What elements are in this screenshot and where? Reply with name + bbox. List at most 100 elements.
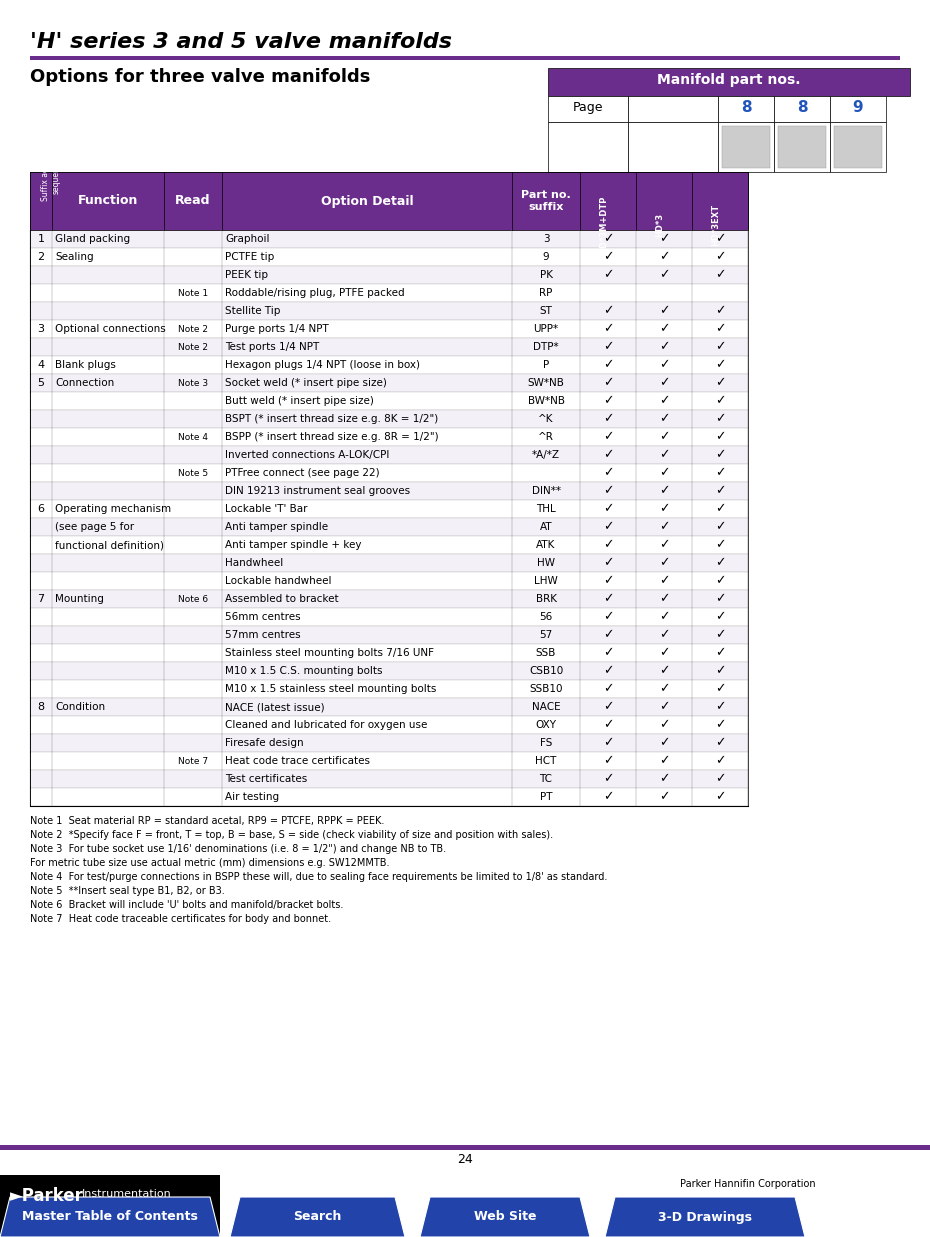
Text: 9: 9 [543,252,550,262]
Bar [548,68,910,96]
Text: ✓: ✓ [603,376,613,390]
Text: ✓: ✓ [603,233,613,245]
Text: ✓: ✓ [715,790,725,804]
Bar [548,96,628,122]
Bar [30,500,748,518]
Text: HCT: HCT [536,756,557,766]
Bar [830,96,886,122]
Text: Roddable/rising plug, PTFE packed: Roddable/rising plug, PTFE packed [225,288,405,298]
Text: Mounting: Mounting [55,594,104,604]
Text: ✓: ✓ [658,772,670,785]
Text: BRK: BRK [536,594,556,604]
Text: ✓: ✓ [715,538,725,552]
Bar [30,302,748,320]
Polygon shape [0,1197,220,1237]
Text: Optional connections: Optional connections [55,324,166,334]
Text: 3: 3 [37,324,45,334]
Text: ✓: ✓ [603,449,613,461]
Bar [778,126,826,168]
Text: ✓: ✓ [658,395,670,407]
Text: ✓: ✓ [715,395,725,407]
Text: ✓: ✓ [715,502,725,516]
Text: ✓: ✓ [603,790,613,804]
Text: Note 2  *Specify face F = front, T = top, B = base, S = side (check viability of: Note 2 *Specify face F = front, T = top,… [30,830,553,840]
Text: Air testing: Air testing [225,792,279,802]
Text: Note 5  **Insert seal type B1, B2, or B3.: Note 5 **Insert seal type B1, B2, or B3. [30,886,225,896]
Bar [30,554,748,571]
Bar [30,698,748,716]
Text: suffix: suffix [528,202,564,212]
Bar [30,409,748,428]
Text: Graphoil: Graphoil [225,234,270,244]
Text: Note 4: Note 4 [178,433,208,442]
Text: 8: 8 [740,100,751,115]
Text: HD*3EXT: HD*3EXT [711,204,720,246]
Text: Function: Function [78,194,139,208]
Text: Note 1  Seat material RP = standard acetal, RP9 = PTCFE, RPPK = PEEK.: Note 1 Seat material RP = standard aceta… [30,816,384,826]
Text: 7: 7 [37,594,45,604]
Bar [30,285,748,302]
Text: ✓: ✓ [715,700,725,714]
Text: M10 x 1.5 C.S. mounting bolts: M10 x 1.5 C.S. mounting bolts [225,666,382,675]
Text: 9: 9 [853,100,863,115]
Bar [718,122,774,172]
Text: ✓: ✓ [715,268,725,282]
Text: ✓: ✓ [715,628,725,642]
Text: Lockable 'T' Bar: Lockable 'T' Bar [225,503,308,515]
Text: Socket weld (* insert pipe size): Socket weld (* insert pipe size) [225,379,387,388]
Text: ✓: ✓ [603,700,613,714]
Text: ✓: ✓ [715,430,725,444]
Text: ✓: ✓ [603,538,613,552]
Bar [548,122,628,172]
Text: ✓: ✓ [658,485,670,497]
Text: 3: 3 [543,234,550,244]
Text: BW*NB: BW*NB [527,396,565,406]
Text: ✓: ✓ [715,376,725,390]
Text: Cleaned and lubricated for oxygen use: Cleaned and lubricated for oxygen use [225,720,428,730]
Text: ✓: ✓ [603,683,613,695]
Text: Lockable handwheel: Lockable handwheel [225,576,331,586]
Text: ►Parker: ►Parker [10,1188,84,1205]
Text: Sealing: Sealing [55,252,94,262]
Bar [830,122,886,172]
Text: PCTFE tip: PCTFE tip [225,252,274,262]
Text: ✓: ✓ [603,611,613,623]
Text: Master Table of Contents: Master Table of Contents [22,1211,198,1223]
Text: ✓: ✓ [715,647,725,659]
Bar [30,374,748,392]
Bar [30,788,748,807]
Text: ✓: ✓ [603,412,613,426]
Text: Operating mechanism: Operating mechanism [55,503,171,515]
Text: ✓: ✓ [658,628,670,642]
Bar [774,122,830,172]
Text: ✓: ✓ [603,268,613,282]
Text: ✓: ✓ [715,359,725,371]
Text: ✓: ✓ [658,790,670,804]
Text: ✓: ✓ [658,664,670,678]
Text: RP: RP [539,288,552,298]
Bar [30,734,748,752]
Text: ✓: ✓ [715,323,725,335]
Text: 4: 4 [37,360,45,370]
Polygon shape [605,1197,805,1237]
Text: 56mm centres: 56mm centres [225,612,300,622]
Text: Web Site: Web Site [473,1211,537,1223]
Text: ✓: ✓ [603,340,613,354]
Bar [774,96,830,122]
Text: Note 1: Note 1 [178,288,208,298]
Text: ✓: ✓ [658,574,670,588]
Text: ✓: ✓ [603,251,613,263]
Text: ✓: ✓ [715,485,725,497]
Text: UPP*: UPP* [534,324,559,334]
Bar [718,96,774,122]
Text: Parker Hannifin Corporation: Parker Hannifin Corporation [680,1179,816,1189]
Text: Note 2: Note 2 [178,343,208,351]
Text: 'H' series 3 and 5 valve manifolds: 'H' series 3 and 5 valve manifolds [30,32,452,52]
Text: ✓: ✓ [658,538,670,552]
Bar [0,1145,930,1150]
Text: ✓: ✓ [715,449,725,461]
Bar [30,662,748,680]
Text: For metric tube size use actual metric (mm) dimensions e.g. SW12MMTB.: For metric tube size use actual metric (… [30,858,390,868]
Bar [30,356,748,374]
Text: SW*NB: SW*NB [527,379,565,388]
